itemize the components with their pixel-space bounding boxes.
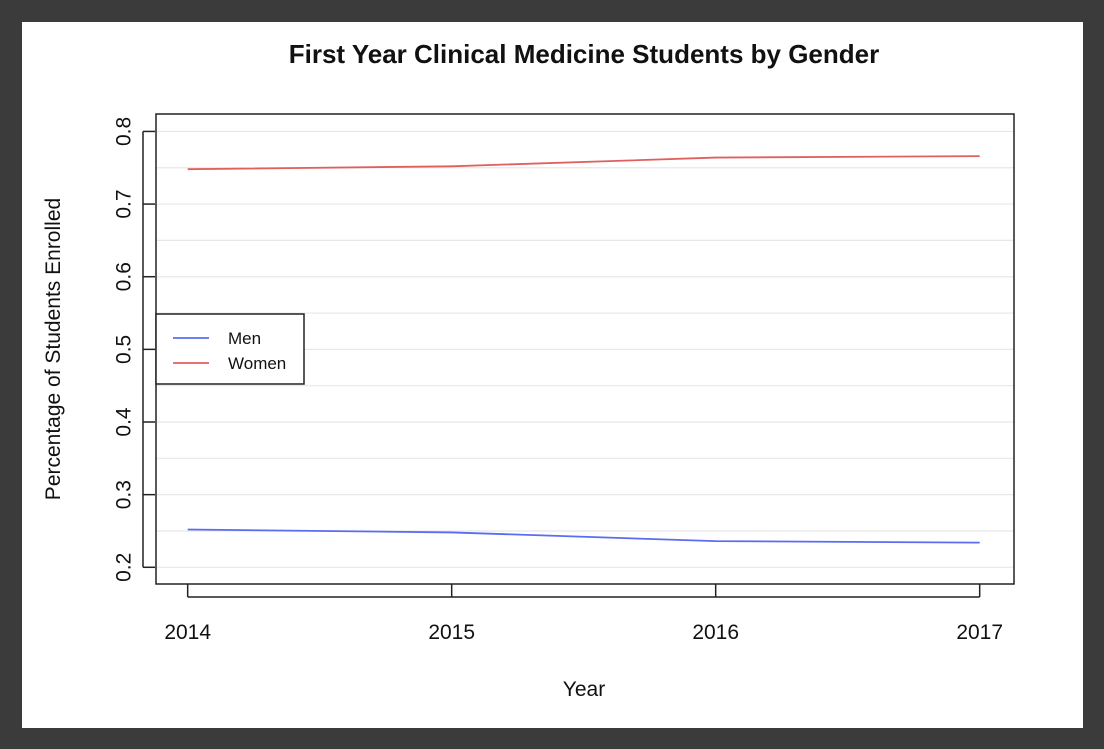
x-tick-label: 2015 — [428, 621, 475, 644]
series-line-women — [187, 155, 980, 171]
series-line-men — [187, 528, 980, 544]
legend-label-women: Women — [228, 354, 286, 373]
y-tick-label: 0.3 — [113, 480, 136, 509]
y-axis: 0.2 0.3 0.4 0.5 0.6 0.7 0.8 — [113, 117, 155, 582]
x-axis: 2014 2015 2016 2017 — [164, 584, 1003, 644]
chart-title: First Year Clinical Medicine Students by… — [289, 39, 879, 69]
x-tick-label: 2016 — [692, 621, 739, 644]
legend: Men Women — [155, 313, 305, 385]
series-lines — [187, 155, 980, 544]
x-tick-label: 2014 — [164, 621, 211, 644]
y-tick-label: 0.5 — [113, 335, 136, 364]
y-tick-label: 0.7 — [113, 189, 136, 218]
legend-label-men: Men — [228, 329, 261, 348]
legend-box — [155, 313, 305, 385]
y-tick-label: 0.6 — [113, 262, 136, 291]
y-tick-label: 0.4 — [113, 407, 136, 437]
x-tick-label: 2017 — [956, 621, 1003, 644]
x-axis-label: Year — [563, 678, 605, 701]
gridlines — [156, 130, 1014, 568]
y-tick-label: 0.8 — [113, 117, 136, 146]
y-tick-label: 0.2 — [113, 553, 136, 582]
y-axis-label: Percentage of Students Enrolled — [42, 198, 65, 500]
